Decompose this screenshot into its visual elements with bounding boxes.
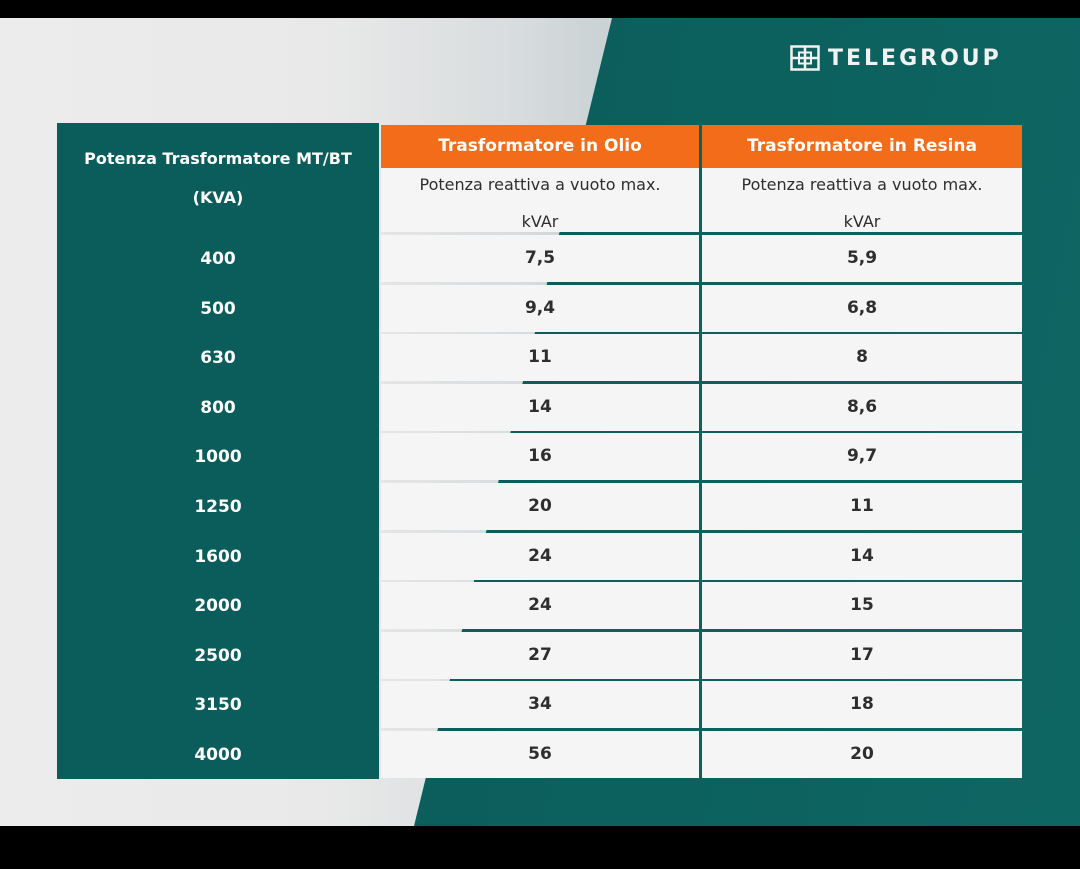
row-kva-cell: 800 xyxy=(200,398,236,418)
resina-value-cell: 11 xyxy=(702,483,1022,530)
row-header-column: Potenza Trasformatore MT/BT (KVA) 400 500… xyxy=(57,123,379,779)
resina-value-cell: 15 xyxy=(702,582,1022,629)
row-kva-cell: 2000 xyxy=(194,596,242,616)
olio-value-cell: 20 xyxy=(381,483,699,530)
column-subheader-olio: Potenza reattiva a vuoto max. kVAr xyxy=(381,168,699,232)
row-header-title-cell: Potenza Trasformatore MT/BT (KVA) xyxy=(57,123,379,233)
transformer-table: Potenza Trasformatore MT/BT (KVA) 400 500… xyxy=(57,123,1022,779)
column-header-olio: Trasformatore in Olio xyxy=(381,125,699,168)
row-header-unit: (KVA) xyxy=(192,188,244,207)
slide: TELEGROUP Potenza Trasformatore MT/BT (K… xyxy=(0,18,1080,826)
row-kva-cell: 1000 xyxy=(194,447,242,467)
subheader-resina-unit: kVAr xyxy=(843,212,881,231)
row-kva-cell: 500 xyxy=(200,299,236,319)
subheader-olio-label: Potenza reattiva a vuoto max. xyxy=(419,175,661,194)
resina-value-cell: 5,9 xyxy=(702,235,1022,282)
row-kva-cell: 2500 xyxy=(194,646,242,666)
olio-value-cell: 7,5 xyxy=(381,235,699,282)
resina-value-cell: 8 xyxy=(702,334,1022,381)
olio-value-cell: 16 xyxy=(381,433,699,480)
row-kva-cell: 1250 xyxy=(194,497,242,517)
resina-value-cell: 17 xyxy=(702,632,1022,679)
olio-value-cell: 34 xyxy=(381,681,699,728)
logo-text: TELEGROUP xyxy=(828,45,1002,71)
telegroup-logo: TELEGROUP xyxy=(790,44,1002,72)
grid-logo-icon xyxy=(790,45,820,71)
resina-value-cell: 14 xyxy=(702,533,1022,580)
resina-value-cell: 6,8 xyxy=(702,285,1022,332)
row-kva-cell: 630 xyxy=(200,348,236,368)
row-kva-cell: 4000 xyxy=(194,745,242,765)
subheader-olio-unit: kVAr xyxy=(521,212,559,231)
olio-value-cell: 56 xyxy=(381,731,699,778)
resina-value-cell: 20 xyxy=(702,731,1022,778)
olio-value-cell: 11 xyxy=(381,334,699,381)
resina-value-cell: 9,7 xyxy=(702,433,1022,480)
row-kva-cell: 400 xyxy=(200,249,236,269)
resina-value-cell: 8,6 xyxy=(702,384,1022,431)
olio-value-cell: 27 xyxy=(381,632,699,679)
row-kva-cell: 3150 xyxy=(194,695,242,715)
row-kva-cell: 1600 xyxy=(194,547,242,567)
row-header-title: Potenza Trasformatore MT/BT xyxy=(84,149,352,168)
olio-value-cell: 14 xyxy=(381,384,699,431)
olio-value-cell: 24 xyxy=(381,582,699,629)
olio-value-cell: 9,4 xyxy=(381,285,699,332)
olio-value-cell: 24 xyxy=(381,533,699,580)
subheader-resina-label: Potenza reattiva a vuoto max. xyxy=(741,175,983,194)
column-subheader-resina: Potenza reattiva a vuoto max. kVAr xyxy=(702,168,1022,232)
column-header-resina: Trasformatore in Resina xyxy=(702,125,1022,168)
resina-value-cell: 18 xyxy=(702,681,1022,728)
